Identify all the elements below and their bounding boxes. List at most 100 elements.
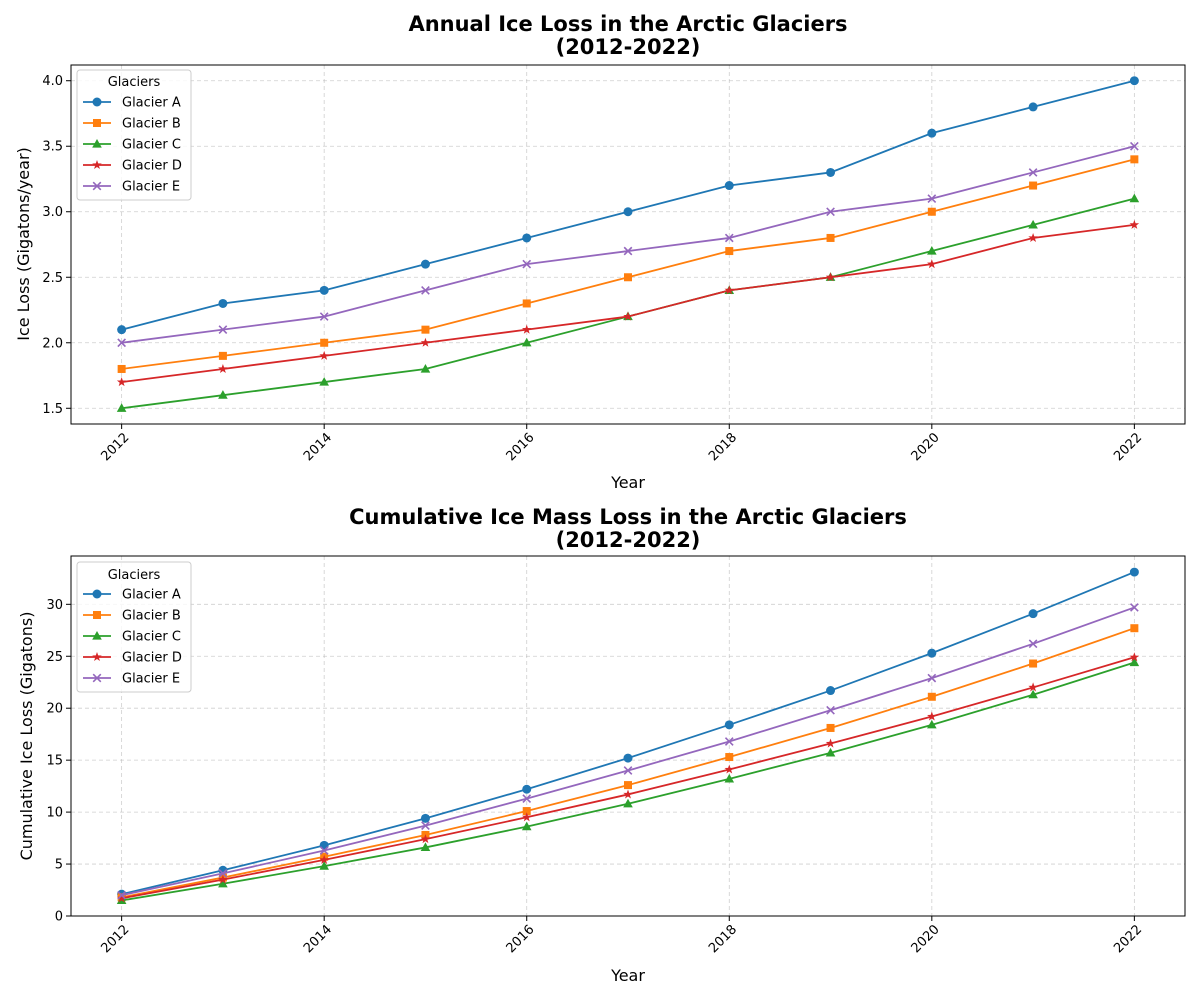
series-layer xyxy=(116,567,1140,905)
series-glacier-b xyxy=(117,155,1139,373)
data-point-glacier-d xyxy=(825,738,836,748)
data-point-glacier-b xyxy=(927,207,936,216)
data-point-glacier-e xyxy=(826,705,835,715)
legend-marker xyxy=(92,160,102,170)
data-point-glacier-c xyxy=(319,861,329,870)
legend-title: Glaciers xyxy=(108,75,161,90)
data-point-glacier-e xyxy=(1129,141,1139,151)
data-point-glacier-c xyxy=(116,403,127,412)
data-point-glacier-c xyxy=(825,747,836,757)
data-point-glacier-c xyxy=(420,363,431,373)
data-point-glacier-b xyxy=(624,273,632,282)
legend-marker xyxy=(92,181,102,191)
legend-item-glacier-e: Glacier E xyxy=(83,672,180,687)
y-tick-label: 15 xyxy=(46,754,63,769)
data-point-glacier-d xyxy=(1028,232,1038,242)
data-point-glacier-a xyxy=(826,167,836,177)
data-point-glacier-a xyxy=(218,298,228,308)
data-point-glacier-a xyxy=(623,753,633,763)
data-point-glacier-a xyxy=(522,784,532,794)
legend-label: Glacier B xyxy=(122,117,181,132)
y-tick-label: 1.5 xyxy=(42,402,63,417)
series-glacier-c xyxy=(116,657,1140,905)
legend-label: Glacier C xyxy=(122,138,181,153)
legend-title: Glaciers xyxy=(108,568,161,583)
data-point-glacier-d xyxy=(116,893,127,903)
data-point-glacier-a xyxy=(117,325,127,335)
y-tick-label: 4.0 xyxy=(42,74,63,89)
data-point-glacier-e xyxy=(522,794,532,803)
data-point-glacier-d xyxy=(521,812,532,822)
chart-title: Annual Ice Loss in the Arctic Glaciers xyxy=(408,12,847,36)
data-point-glacier-d xyxy=(1028,682,1038,692)
legend-label: Glacier C xyxy=(122,630,181,645)
data-point-glacier-a xyxy=(1028,102,1038,112)
y-tick-label: 0 xyxy=(55,910,63,925)
data-point-glacier-d xyxy=(116,377,127,387)
y-tick-label: 5 xyxy=(55,858,63,873)
data-point-glacier-c xyxy=(319,377,329,386)
data-point-glacier-a xyxy=(1028,609,1038,619)
data-point-glacier-c xyxy=(1028,219,1038,229)
data-point-glacier-c xyxy=(927,246,937,255)
data-point-glacier-e xyxy=(522,259,532,269)
data-point-glacier-a xyxy=(420,813,430,823)
series-glacier-d xyxy=(116,219,1140,387)
legend-items: Glacier A Glacier B Glacier C Glacier D Glac… xyxy=(83,96,182,195)
y-tick-label: 20 xyxy=(46,702,63,717)
x-axis-label: Year xyxy=(610,473,645,492)
data-point-glacier-a xyxy=(826,686,836,696)
data-point-glacier-b xyxy=(725,247,734,256)
data-point-glacier-b xyxy=(1029,181,1038,190)
data-point-glacier-e xyxy=(927,194,937,204)
data-point-glacier-a xyxy=(1129,567,1139,577)
data-point-glacier-c xyxy=(521,821,532,831)
series-glacier-e xyxy=(117,141,1139,348)
y-tick-label: 2.5 xyxy=(42,271,63,286)
data-point-glacier-b xyxy=(117,364,126,373)
y-axis-label: Cumulative Ice Loss (Gigatons) xyxy=(17,612,36,861)
legend-marker xyxy=(92,139,102,148)
data-point-glacier-d xyxy=(319,350,329,360)
data-point-glacier-a xyxy=(1129,76,1139,86)
data-point-glacier-b xyxy=(218,351,227,360)
data-point-glacier-d xyxy=(420,834,431,844)
data-point-glacier-a xyxy=(623,207,633,217)
data-point-glacier-b xyxy=(522,807,531,816)
legend-marker xyxy=(92,97,102,107)
data-point-glacier-b xyxy=(1130,155,1139,164)
legend-marker xyxy=(92,589,102,599)
data-point-glacier-e xyxy=(1028,639,1038,649)
legend-marker xyxy=(92,631,102,640)
y-tick-label: 10 xyxy=(46,806,63,821)
data-point-glacier-b xyxy=(927,692,936,701)
data-point-glacier-c xyxy=(218,878,228,888)
data-point-glacier-c xyxy=(521,337,532,347)
legend-marker xyxy=(93,611,101,619)
legend-label: Glacier A xyxy=(122,588,181,603)
data-point-glacier-e xyxy=(117,338,127,348)
data-point-glacier-d xyxy=(927,259,937,269)
data-point-glacier-e xyxy=(117,890,127,900)
data-point-glacier-c xyxy=(1028,689,1038,699)
data-point-glacier-e xyxy=(623,766,633,775)
plot-frame xyxy=(70,555,1186,917)
data-point-glacier-c xyxy=(623,798,633,808)
legend-item-glacier-a: Glacier A xyxy=(83,588,181,603)
data-point-glacier-c xyxy=(218,390,228,399)
legend-marker xyxy=(92,652,102,662)
data-point-glacier-a xyxy=(927,128,937,138)
data-point-glacier-a xyxy=(420,259,430,269)
legend-label: Glacier E xyxy=(122,672,180,687)
legend-item-glacier-d: Glacier D xyxy=(83,159,182,174)
chart-title: Cumulative Ice Mass Loss in the Arctic G… xyxy=(349,505,907,529)
data-point-glacier-e xyxy=(927,673,937,683)
data-point-glacier-e xyxy=(218,325,228,335)
data-point-glacier-c xyxy=(420,842,431,852)
data-point-glacier-c xyxy=(927,719,937,729)
legend-label: Glacier E xyxy=(122,180,180,195)
data-point-glacier-a xyxy=(319,285,329,295)
data-point-glacier-a xyxy=(927,648,937,658)
annual-ice-loss-chart: Annual Ice Loss in the Arctic Glaciers (… xyxy=(14,12,1186,492)
